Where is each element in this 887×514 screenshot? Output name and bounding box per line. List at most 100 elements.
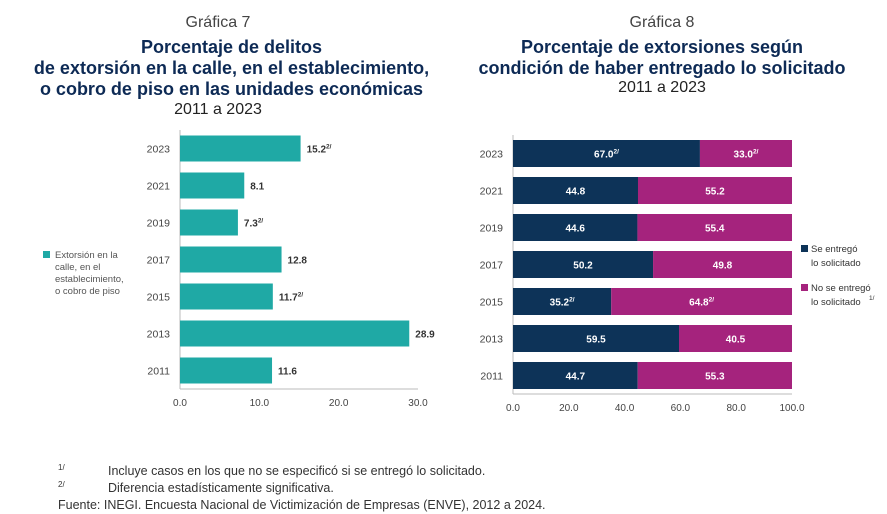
chart7-legend-line-1: Extorsión en la xyxy=(55,250,119,261)
chart8-bar-entrego xyxy=(513,214,638,241)
chart7-bar xyxy=(180,209,238,236)
chart8-value-label: 55.3 xyxy=(705,372,725,383)
chart8-category-label: 2019 xyxy=(480,223,504,235)
chart8-x-tick-label: 20.0 xyxy=(559,403,579,414)
chart8-x-tick-label: 40.0 xyxy=(615,403,635,414)
footnote-1-text: Incluye casos en los que no se especific… xyxy=(108,464,486,478)
chart7-title: Porcentaje de delitos de extorsión en la… xyxy=(0,37,463,100)
chart8-value-label: 55.2 xyxy=(705,187,725,198)
chart7-title-line-1: Porcentaje de delitos xyxy=(140,37,323,57)
chart8-category-label: 2013 xyxy=(480,334,504,346)
chart8-value-label: 44.6 xyxy=(565,224,585,235)
chart8-bar-no-entrego xyxy=(679,325,792,352)
chart7-value-label: 11.72/ xyxy=(279,292,304,304)
chart8-value-label: 67.02/ xyxy=(594,149,619,161)
chart7-category-label: 2023 xyxy=(147,144,171,156)
chart8-bar-entrego xyxy=(513,325,680,352)
chart8-legend-no-entrego-line-2: lo solicitado xyxy=(811,297,861,308)
chart7-legend-line-3: establecimiento, xyxy=(55,274,124,285)
chart8-x-tick-label: 100.0 xyxy=(779,403,804,414)
chart7-value-label: 12.8 xyxy=(288,256,308,267)
chart7-legend-line-4: o cobro de piso xyxy=(55,286,120,297)
chart8-legend: Se entregó lo solicitado No se entregó l… xyxy=(801,244,875,308)
chart7-bar xyxy=(180,283,273,310)
chart8-value-label: 55.4 xyxy=(705,224,725,235)
chart7-subtitle: 2011 a 2023 xyxy=(174,101,262,118)
chart8-x-tick-label: 0.0 xyxy=(506,403,520,414)
chart7-category-label: 2019 xyxy=(147,218,171,230)
chart8-title-line-2: condición de haber entregado lo solicita… xyxy=(478,58,846,78)
chart8-bar-entrego xyxy=(513,288,612,315)
chart8-bar-no-entrego xyxy=(653,251,792,278)
chart8-value-label: 44.8 xyxy=(566,187,586,198)
chart7-x-tick-label: 20.0 xyxy=(329,398,349,409)
footnote-2-mark: 2/ xyxy=(58,480,65,489)
chart7-x-tick-label: 30.0 xyxy=(408,398,428,409)
chart7-bar xyxy=(180,172,245,199)
chart8-value-label: 49.8 xyxy=(713,261,733,272)
chart8-legend-swatch-entrego xyxy=(801,245,808,252)
chart7-plot: Extorsión en la calle, en el establecimi… xyxy=(43,130,435,409)
chart7-category-label: 2015 xyxy=(147,292,171,304)
chart8-title-line-1: Porcentaje de extorsiones según xyxy=(520,37,804,57)
chart8-bar-entrego xyxy=(513,140,700,167)
source-text: Fuente: INEGI. Encuesta Nacional de Vict… xyxy=(58,498,546,512)
chart7-x-tick-label: 10.0 xyxy=(250,398,270,409)
chart7-value-label: 15.22/ xyxy=(307,144,332,156)
chart7-value-label: 11.6 xyxy=(278,367,297,378)
chart8-x-tick-label: 60.0 xyxy=(671,403,691,414)
chart8-legend-entrego-line-1: Se entregó xyxy=(811,244,857,255)
chart8-value-sup: 2/ xyxy=(753,149,759,156)
chart8-bar-entrego xyxy=(513,177,638,204)
chart8-title: Porcentaje de extorsiones según condició… xyxy=(452,37,872,79)
chart7-legend: Extorsión en la calle, en el establecimi… xyxy=(43,250,124,297)
chart8-legend-no-entrego-line-1: No se entregó xyxy=(811,283,871,294)
chart7-value-label: 7.32/ xyxy=(244,218,264,230)
chart7-category-label: 2021 xyxy=(147,181,171,193)
chart8-x-tick-label: 80.0 xyxy=(726,403,746,414)
chart8-bar-no-entrego xyxy=(699,140,792,167)
chart8-legend-entrego-line-2: lo solicitado xyxy=(811,258,861,269)
chart7-title-line-3: o cobro de piso en las unidades económic… xyxy=(39,79,424,99)
chart8-value-label: 59.5 xyxy=(586,335,606,346)
chart8-value-sup: 2/ xyxy=(709,297,715,304)
chart7-value-sup: 2/ xyxy=(258,218,264,225)
chart8-value-sup: 2/ xyxy=(613,149,619,156)
chart8-bar-no-entrego xyxy=(637,362,792,389)
chart7-category-label: 2017 xyxy=(147,255,171,267)
chart8-legend-no-entrego-sup: 1/ xyxy=(869,295,875,302)
chart7-value-sup: 2/ xyxy=(298,292,304,299)
chart8-legend-swatch-no-entrego xyxy=(801,284,808,291)
chart8-value-label: 35.22/ xyxy=(550,297,575,309)
chart8-category-label: 2011 xyxy=(480,371,503,383)
chart8-bar-entrego xyxy=(513,362,638,389)
chart8-bar-no-entrego xyxy=(637,214,792,241)
chart8-bar-no-entrego xyxy=(611,288,792,315)
footnote-2-text: Diferencia estadísticamente significativ… xyxy=(108,481,334,495)
chart7-title-line-2: de extorsión en la calle, en el establec… xyxy=(33,58,430,78)
chart8-value-label: 50.2 xyxy=(573,261,593,272)
chart7-legend-swatch xyxy=(43,251,50,258)
chart8-value-label: 40.5 xyxy=(726,335,746,346)
chart8-subtitle: 2011 a 2023 xyxy=(618,79,706,96)
chart8-category-label: 2015 xyxy=(480,297,504,309)
chart7-kicker: Gráfica 7 xyxy=(185,14,251,31)
chart7-bar xyxy=(180,246,282,273)
chart8-value-sup: 2/ xyxy=(569,297,575,304)
chart7-legend-line-2: calle, en el xyxy=(55,262,100,273)
chart8-value-label: 33.02/ xyxy=(734,149,759,161)
chart8-plot: 2023 67.02/33.02/2021 44.8 55.2 2019 44.6 55.4… xyxy=(480,135,875,414)
chart7-bar xyxy=(180,357,273,384)
chart7-category-label: 2011 xyxy=(147,366,170,378)
chart8-bar-entrego xyxy=(513,251,654,278)
chart7-category-label: 2013 xyxy=(147,329,171,341)
chart8-value-label: 44.7 xyxy=(566,372,586,383)
chart7-x-tick-label: 0.0 xyxy=(173,398,187,409)
chart7-value-label: 8.1 xyxy=(250,182,264,193)
footnote-1-mark: 1/ xyxy=(58,463,65,472)
chart8-category-label: 2021 xyxy=(480,186,504,198)
chart7-value-label: 28.9 xyxy=(415,330,435,341)
chart8-bar-no-entrego xyxy=(637,177,792,204)
chart8-category-label: 2023 xyxy=(480,149,504,161)
chart8-category-label: 2017 xyxy=(480,260,504,272)
